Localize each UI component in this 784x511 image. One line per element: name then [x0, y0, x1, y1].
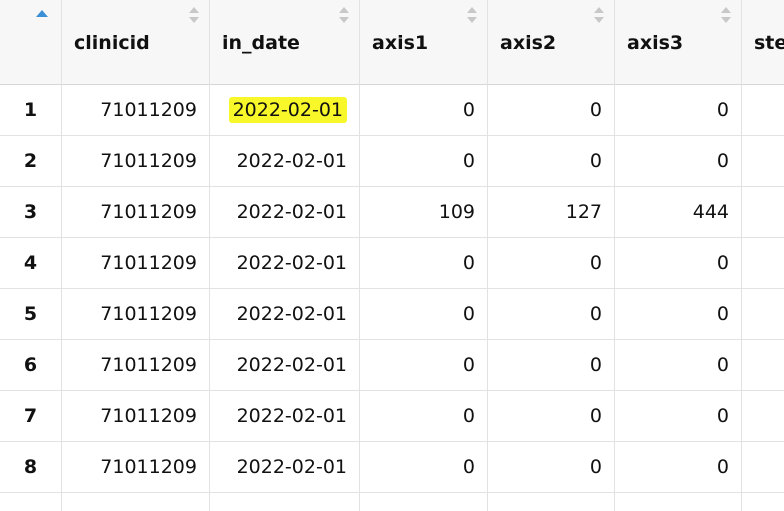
cell-axis1: 0 [360, 136, 488, 187]
cell-clinicid [62, 493, 210, 511]
row-number: 6 [0, 340, 62, 391]
cell-ste [742, 187, 784, 238]
cell-axis3: 444 [615, 187, 742, 238]
cell-ste [742, 289, 784, 340]
cell-axis3: 0 [615, 85, 742, 136]
cell-in-date: 2022-02-01 [210, 187, 360, 238]
cell-axis3: 0 [615, 391, 742, 442]
row-number: 7 [0, 391, 62, 442]
cell-axis1: 0 [360, 238, 488, 289]
cell-axis3 [615, 493, 742, 511]
cell-axis2: 0 [488, 85, 615, 136]
cell-axis3: 0 [615, 340, 742, 391]
cell-in-date: 2022-02-01 [210, 136, 360, 187]
cell-axis2: 127 [488, 187, 615, 238]
cell-axis2: 0 [488, 238, 615, 289]
cell-clinicid: 71011209 [62, 238, 210, 289]
cell-axis3: 0 [615, 442, 742, 493]
sort-icon[interactable] [467, 7, 477, 27]
cell-axis1 [360, 493, 488, 511]
table-row: 7 71011209 2022-02-01 0 0 0 [0, 391, 784, 442]
cell-axis2: 0 [488, 391, 615, 442]
cell-axis2 [488, 493, 615, 511]
cell-axis1: 0 [360, 442, 488, 493]
row-number: 8 [0, 442, 62, 493]
header-ste[interactable]: ste [742, 0, 784, 85]
cell-axis3: 0 [615, 238, 742, 289]
cell-in-date: 2022-02-01 [210, 85, 360, 136]
header-label: axis1 [372, 32, 429, 54]
cell-axis1: 0 [360, 391, 488, 442]
cell-clinicid: 71011209 [62, 85, 210, 136]
cell-axis2: 0 [488, 136, 615, 187]
row-number [0, 493, 62, 511]
sort-icon[interactable] [721, 7, 731, 27]
header-axis3[interactable]: axis3 [615, 0, 742, 85]
header-label: ste [754, 32, 784, 54]
table-row: 3 71011209 2022-02-01 109 127 444 [0, 187, 784, 238]
header-label: axis2 [500, 32, 557, 54]
cell-clinicid: 71011209 [62, 391, 210, 442]
row-number: 5 [0, 289, 62, 340]
table-header-row: clinicid in_date axis1 axis2 axis3 ste [0, 0, 784, 85]
cell-clinicid: 71011209 [62, 136, 210, 187]
header-label: axis3 [627, 32, 684, 54]
cell-axis1: 0 [360, 289, 488, 340]
sort-ascending-icon[interactable] [36, 10, 48, 17]
cell-ste [742, 340, 784, 391]
sort-icon[interactable] [339, 7, 349, 27]
cell-clinicid: 71011209 [62, 442, 210, 493]
table-row: 5 71011209 2022-02-01 0 0 0 [0, 289, 784, 340]
cell-clinicid: 71011209 [62, 187, 210, 238]
cell-ste [742, 85, 784, 136]
table-row: 4 71011209 2022-02-01 0 0 0 [0, 238, 784, 289]
cell-in-date: 2022-02-01 [210, 391, 360, 442]
cell-axis1: 109 [360, 187, 488, 238]
header-axis1[interactable]: axis1 [360, 0, 488, 85]
cell-ste [742, 136, 784, 187]
cell-axis1: 0 [360, 85, 488, 136]
cell-clinicid: 71011209 [62, 289, 210, 340]
table-row: 2 71011209 2022-02-01 0 0 0 [0, 136, 784, 187]
cell-clinicid: 71011209 [62, 340, 210, 391]
table-row: 1 71011209 2022-02-01 0 0 0 [0, 85, 784, 136]
header-in-date[interactable]: in_date [210, 0, 360, 85]
cell-ste [742, 442, 784, 493]
cell-axis3: 0 [615, 289, 742, 340]
header-rownames[interactable] [0, 0, 62, 85]
cell-axis2: 0 [488, 289, 615, 340]
cell-ste [742, 493, 784, 511]
cell-ste [742, 391, 784, 442]
row-number: 4 [0, 238, 62, 289]
cell-axis3: 0 [615, 136, 742, 187]
sort-icon[interactable] [189, 7, 199, 27]
cell-axis2: 0 [488, 442, 615, 493]
cell-in-date: 2022-02-01 [210, 289, 360, 340]
cell-ste [742, 238, 784, 289]
sort-icon[interactable] [594, 7, 604, 27]
cell-in-date: 2022-02-01 [210, 442, 360, 493]
table-row: 6 71011209 2022-02-01 0 0 0 [0, 340, 784, 391]
row-number: 3 [0, 187, 62, 238]
table-row-partial [0, 493, 784, 511]
row-number: 1 [0, 85, 62, 136]
cell-in-date: 2022-02-01 [210, 238, 360, 289]
header-label: in_date [222, 32, 300, 54]
header-clinicid[interactable]: clinicid [62, 0, 210, 85]
cell-axis1: 0 [360, 340, 488, 391]
table-row: 8 71011209 2022-02-01 0 0 0 [0, 442, 784, 493]
cell-in-date: 2022-02-01 [210, 340, 360, 391]
row-number: 2 [0, 136, 62, 187]
header-label: clinicid [74, 32, 150, 54]
cell-in-date [210, 493, 360, 511]
header-axis2[interactable]: axis2 [488, 0, 615, 85]
highlighted-value: 2022-02-01 [228, 97, 347, 123]
cell-axis2: 0 [488, 340, 615, 391]
